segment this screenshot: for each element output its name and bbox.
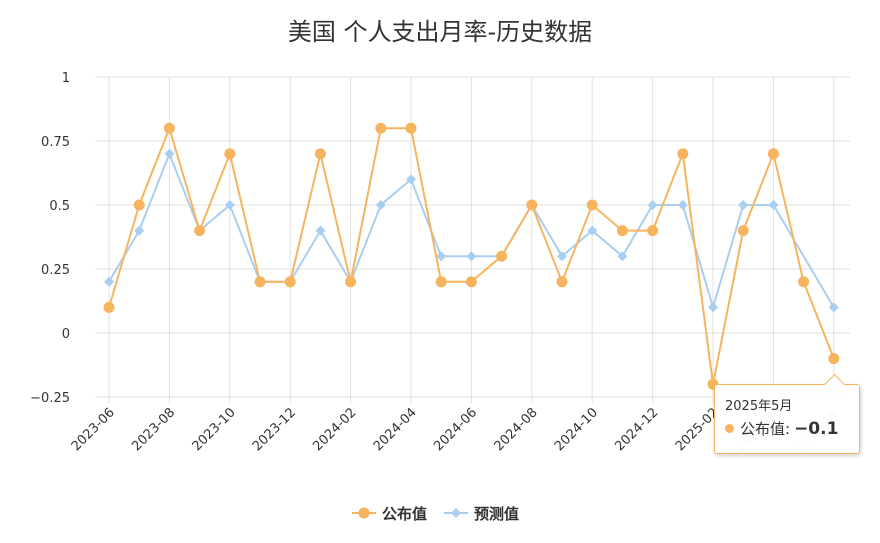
legend-item-forecast[interactable]: 预测值	[444, 505, 519, 523]
data-point[interactable]	[767, 148, 779, 160]
y-tick-label: 0.25	[41, 263, 70, 278]
data-point[interactable]	[435, 276, 447, 288]
data-point[interactable]	[526, 199, 538, 211]
grid	[95, 76, 850, 403]
series-line	[108, 151, 835, 311]
data-point[interactable]	[586, 199, 598, 211]
data-point[interactable]	[738, 200, 749, 210]
x-tick-label: 2023-08	[129, 405, 178, 454]
data-point[interactable]	[466, 251, 477, 262]
data-point[interactable]	[647, 200, 658, 210]
y-tick-label: 0.5	[49, 199, 70, 214]
data-point[interactable]	[436, 251, 447, 262]
data-point[interactable]	[557, 251, 567, 262]
chart-title: 美国 个人支出月率-历史数据	[288, 18, 592, 46]
data-point[interactable]	[375, 122, 387, 134]
tooltip: 2025年5月 公布值: −0.1	[714, 373, 860, 454]
data-point[interactable]	[677, 200, 688, 210]
series-actual	[103, 122, 840, 390]
data-point[interactable]	[224, 148, 236, 160]
y-tick-label: 1	[62, 71, 70, 86]
y-tick-label: −0.25	[30, 391, 70, 406]
data-point[interactable]	[677, 148, 689, 160]
x-tick-label: 2023-10	[190, 405, 239, 454]
tooltip-series-dot-icon	[725, 424, 734, 433]
x-tick-label: 2024-02	[310, 405, 359, 454]
x-tick-label: 2024-08	[492, 405, 541, 454]
data-point[interactable]	[284, 276, 296, 288]
tooltip-row: 公布值: −0.1	[725, 419, 849, 439]
data-point[interactable]	[163, 122, 175, 134]
data-point[interactable]	[737, 225, 749, 237]
data-point[interactable]	[314, 148, 326, 160]
data-point[interactable]	[828, 302, 839, 313]
data-point[interactable]	[134, 225, 145, 236]
x-tick-label: 2024-06	[431, 405, 480, 454]
tooltip-value: −0.1	[794, 419, 839, 439]
legend[interactable]: 公布值 预测值	[352, 505, 519, 523]
legend-circle-icon	[358, 507, 370, 519]
data-point[interactable]	[708, 302, 718, 313]
legend-item-actual[interactable]: 公布值	[352, 505, 427, 523]
data-point[interactable]	[616, 225, 628, 237]
data-point[interactable]	[194, 225, 206, 237]
data-point[interactable]	[768, 200, 779, 210]
data-point[interactable]	[798, 276, 810, 288]
x-tick-label: 2023-12	[250, 405, 299, 454]
series-layer	[103, 122, 840, 390]
data-point[interactable]	[617, 251, 628, 262]
data-point[interactable]	[133, 199, 145, 211]
y-tick-label: 0	[62, 327, 70, 342]
data-point[interactable]	[405, 122, 417, 134]
legend-label: 预测值	[474, 505, 519, 523]
data-point[interactable]	[103, 301, 115, 313]
data-point[interactable]	[556, 276, 568, 288]
data-point[interactable]	[375, 200, 386, 210]
data-point[interactable]	[828, 353, 840, 365]
data-point[interactable]	[254, 276, 266, 288]
data-point[interactable]	[406, 174, 416, 185]
data-point[interactable]	[164, 148, 175, 159]
data-point[interactable]	[345, 276, 357, 288]
tooltip-series-label: 公布值:	[740, 420, 791, 438]
data-point[interactable]	[647, 225, 659, 237]
data-point[interactable]	[587, 225, 598, 236]
y-tick-label: 0.75	[41, 135, 70, 150]
x-tick-label: 2024-10	[552, 405, 601, 454]
data-point[interactable]	[224, 200, 235, 210]
x-tick-label: 2024-12	[612, 405, 661, 454]
tooltip-date: 2025年5月	[725, 399, 793, 414]
data-point[interactable]	[315, 225, 326, 236]
data-point[interactable]	[496, 250, 508, 262]
y-axis-ticks: 1 0.75 0.5 0.25 0 −0.25	[30, 71, 70, 406]
legend-label: 公布值	[382, 505, 427, 523]
x-tick-label: 2023-06	[69, 405, 118, 454]
legend-diamond-icon	[451, 508, 461, 518]
data-point[interactable]	[104, 276, 114, 287]
data-point[interactable]	[465, 276, 477, 288]
x-tick-label: 2024-04	[371, 405, 420, 454]
